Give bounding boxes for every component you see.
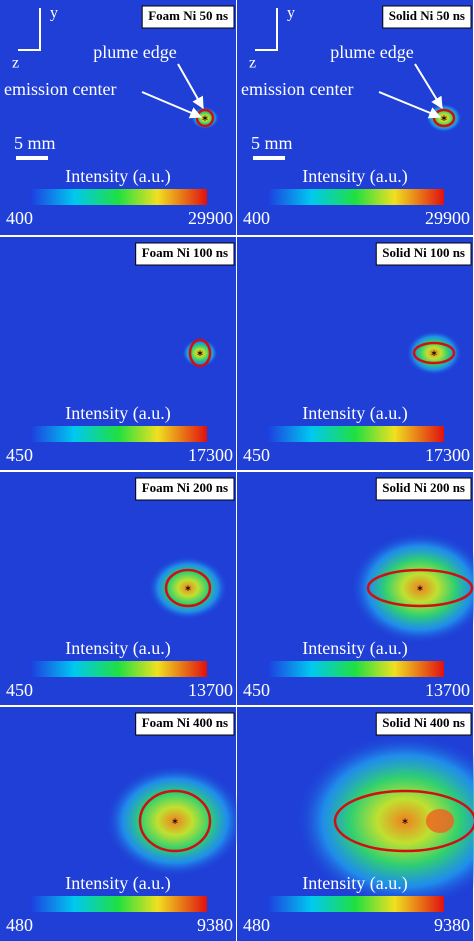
plume-glow bbox=[105, 765, 245, 877]
colorbar bbox=[267, 189, 444, 205]
panel: ∗ Foam Ni 50 ns Intensity (a.u.) 400 29900 y z… bbox=[0, 0, 236, 235]
colorbar-title: Intensity (a.u.) bbox=[302, 166, 407, 187]
arrow bbox=[378, 91, 442, 119]
panel-label: Solid Ni 100 ns bbox=[382, 245, 465, 260]
emission-center: ∗ bbox=[196, 348, 204, 358]
panel: ∗ Solid Ni 50 ns Intensity (a.u.) 400 29900 y… bbox=[237, 0, 473, 235]
arrow bbox=[141, 91, 203, 119]
colorbar bbox=[267, 661, 444, 677]
plume-edge bbox=[188, 338, 212, 368]
colorbar-title: Intensity (a.u.) bbox=[65, 873, 170, 894]
axis-z: z bbox=[12, 55, 19, 72]
axis-y: y bbox=[287, 5, 295, 22]
colorbar-title: Intensity (a.u.) bbox=[65, 638, 170, 659]
colorbar bbox=[267, 426, 444, 442]
label-box bbox=[135, 477, 235, 501]
colorbar-max: 9380 bbox=[434, 915, 470, 935]
colorbar-min: 450 bbox=[6, 445, 33, 465]
panel: ∗ Foam Ni 200 ns Intensity (a.u.) 450 13700 bbox=[0, 472, 236, 705]
plume-glow bbox=[148, 556, 228, 620]
label-box bbox=[375, 712, 472, 736]
axis-z: z bbox=[249, 55, 256, 72]
emission-center: ∗ bbox=[201, 113, 209, 123]
panel: ∗ Solid Ni 400 ns Intensity (a.u.) 480 9380 bbox=[237, 707, 474, 941]
panel-label: Foam Ni 200 ns bbox=[142, 480, 228, 495]
plume-edge bbox=[333, 789, 474, 853]
panel: ∗ Solid Ni 200 ns Intensity (a.u.) 450 13700 bbox=[237, 472, 474, 705]
emission-center: ∗ bbox=[440, 113, 448, 123]
colorbar-min: 450 bbox=[243, 680, 270, 700]
emission-center: ∗ bbox=[430, 348, 438, 358]
colorbar-title: Intensity (a.u.) bbox=[302, 873, 407, 894]
panel: ∗ Foam Ni 400 ns Intensity (a.u.) 480 9380 bbox=[0, 707, 245, 941]
colorbar-max: 9380 bbox=[197, 915, 233, 935]
colorbar-title: Intensity (a.u.) bbox=[302, 403, 407, 424]
colorbar bbox=[30, 896, 207, 912]
colorbar bbox=[30, 426, 207, 442]
plume-glow bbox=[406, 330, 462, 376]
plume-glow bbox=[295, 733, 474, 909]
hot-spot bbox=[426, 809, 454, 833]
colorbar-max: 17300 bbox=[425, 445, 470, 465]
emission-center-label: emission center bbox=[241, 79, 353, 99]
plume-glow bbox=[350, 532, 474, 644]
label-box bbox=[135, 712, 235, 736]
plume-edge bbox=[138, 789, 212, 853]
panel-label: Foam Ni 100 ns bbox=[142, 245, 228, 260]
label-box bbox=[375, 477, 472, 501]
colorbar-min: 450 bbox=[243, 445, 270, 465]
colorbar bbox=[30, 661, 207, 677]
colorbar-min: 480 bbox=[6, 915, 33, 935]
emission-center: ∗ bbox=[401, 816, 409, 826]
plume-edge bbox=[366, 568, 474, 608]
colorbar-max: 29900 bbox=[425, 208, 470, 228]
axis-y: y bbox=[50, 5, 58, 22]
colorbar-min: 480 bbox=[243, 915, 270, 935]
plume-edge-label: plume edge bbox=[93, 42, 176, 62]
panel-label: Solid Ni 200 ns bbox=[382, 480, 465, 495]
colorbar-title: Intensity (a.u.) bbox=[65, 403, 170, 424]
colorbar-max: 13700 bbox=[425, 680, 470, 700]
label-box bbox=[375, 242, 472, 266]
colorbar-max: 29900 bbox=[188, 208, 233, 228]
arrow bbox=[177, 63, 204, 110]
emission-center: ∗ bbox=[171, 816, 179, 826]
panel-label: Foam Ni 50 ns bbox=[148, 8, 228, 23]
colorbar bbox=[267, 896, 444, 912]
panel: ∗ Foam Ni 100 ns Intensity (a.u.) 450 17300 bbox=[0, 237, 236, 470]
panel-label: Solid Ni 400 ns bbox=[382, 715, 465, 730]
plume-edge bbox=[412, 341, 456, 365]
emission-center: ∗ bbox=[416, 583, 424, 593]
label-box bbox=[141, 5, 235, 29]
scale-bar-label: 5 mm bbox=[14, 133, 56, 153]
colorbar-title: Intensity (a.u.) bbox=[65, 166, 170, 187]
colorbar-max: 13700 bbox=[188, 680, 233, 700]
axes-icon bbox=[18, 8, 41, 51]
colorbar-max: 17300 bbox=[188, 445, 233, 465]
emission-center: ∗ bbox=[184, 583, 192, 593]
panel-label: Foam Ni 400 ns bbox=[142, 715, 228, 730]
panel-label: Solid Ni 50 ns bbox=[389, 8, 465, 23]
plume-edge bbox=[164, 568, 212, 608]
colorbar bbox=[30, 189, 207, 205]
scale-bar-label: 5 mm bbox=[251, 133, 293, 153]
colorbar-min: 400 bbox=[243, 208, 270, 228]
emission-center-label: emission center bbox=[4, 79, 116, 99]
colorbar-title: Intensity (a.u.) bbox=[302, 638, 407, 659]
label-box bbox=[135, 242, 235, 266]
colorbar-min: 400 bbox=[6, 208, 33, 228]
plume-edge-label: plume edge bbox=[330, 42, 413, 62]
arrow bbox=[414, 63, 443, 110]
colorbar-min: 450 bbox=[6, 680, 33, 700]
panel: ∗ Solid Ni 100 ns Intensity (a.u.) 450 17300 bbox=[237, 237, 473, 470]
axes-icon bbox=[255, 8, 278, 51]
label-box bbox=[382, 5, 472, 29]
